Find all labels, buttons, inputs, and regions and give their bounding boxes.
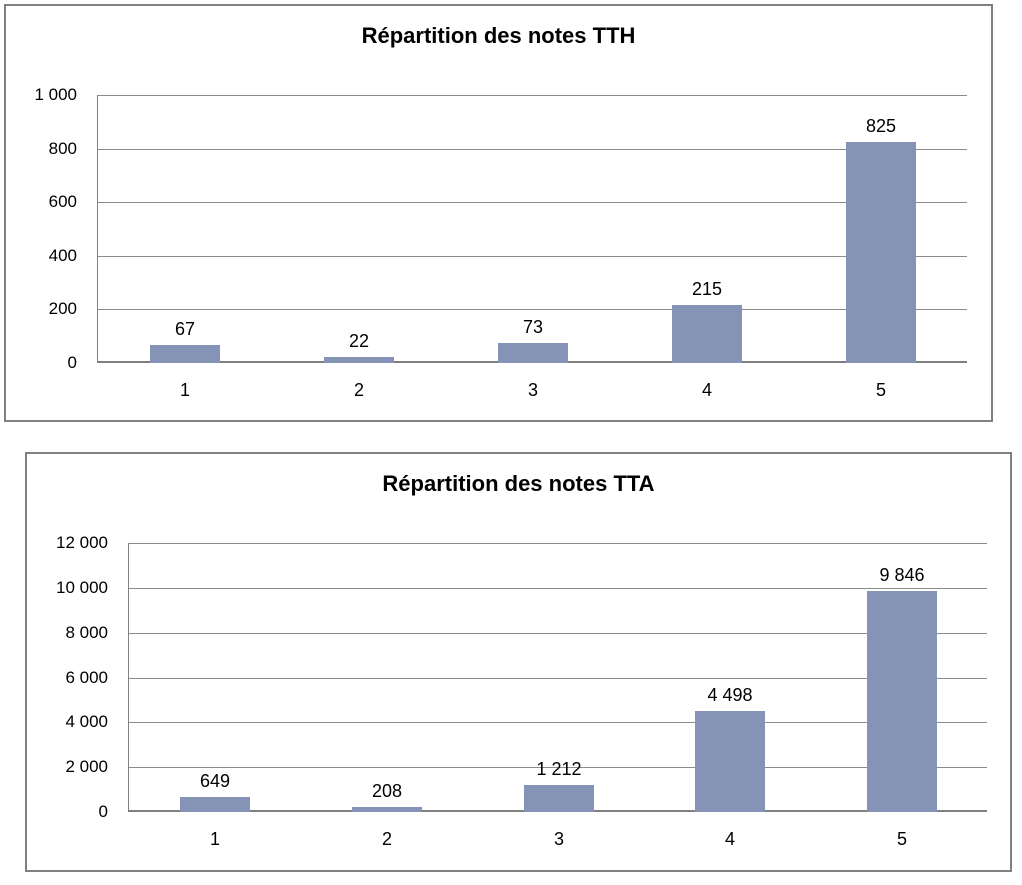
- x-axis-tick: 3: [527, 380, 538, 400]
- x-axis-tick: 4: [701, 380, 712, 400]
- bar: [352, 807, 422, 812]
- y-axis-tick: 4 000: [65, 712, 108, 731]
- x-axis-tick: 1: [209, 829, 220, 849]
- gridline: [98, 149, 967, 150]
- chart-tta: Répartition des notes TTA 12 000 10 000 8 …: [25, 452, 1012, 872]
- y-axis-tick: 1 000: [34, 85, 77, 104]
- value-label: 4 498: [707, 685, 753, 705]
- value-label: 215: [691, 279, 723, 299]
- bar: [867, 591, 937, 812]
- bar: [695, 711, 765, 812]
- chart-tth: Répartition des notes TTH 1 000 800 600 400…: [4, 4, 993, 422]
- x-axis-tick: 1: [179, 380, 190, 400]
- y-axis-tick: 600: [48, 192, 77, 211]
- gridline: [98, 202, 967, 203]
- gridline: [129, 767, 987, 768]
- chart-title: Répartition des notes TTA: [382, 471, 655, 496]
- value-label: 649: [199, 771, 231, 791]
- bar: [180, 797, 250, 812]
- value-label: 9 846: [879, 565, 925, 585]
- y-axis-tick: 12 000: [56, 533, 108, 552]
- bar: [498, 343, 568, 363]
- gridline: [129, 633, 987, 634]
- gridline: [129, 543, 987, 544]
- y-axis-tick: 200: [48, 299, 77, 318]
- gridline: [98, 309, 967, 310]
- y-axis-tick: 6 000: [65, 668, 108, 687]
- x-axis-tick: 2: [381, 829, 392, 849]
- value-label: 208: [371, 781, 403, 801]
- bar: [524, 785, 594, 812]
- bar: [672, 305, 742, 363]
- gridline: [129, 722, 987, 723]
- x-axis-tick: 5: [896, 829, 907, 849]
- x-axis-tick: 5: [875, 380, 886, 400]
- y-axis-tick: 800: [48, 139, 77, 158]
- chart-title: Répartition des notes TTH: [361, 23, 636, 48]
- gridline: [98, 256, 967, 257]
- x-axis-tick: 2: [353, 380, 364, 400]
- plot-area: 1 000 800 600 400 200 0 67 1 22 2 73 3 215 4 825 5: [34, 85, 967, 400]
- gridline: [98, 95, 967, 96]
- bar: [150, 345, 220, 363]
- bar: [846, 142, 916, 363]
- value-label: 1 212: [536, 759, 582, 779]
- value-label: 825: [865, 116, 897, 136]
- y-axis-tick: 0: [67, 353, 77, 372]
- value-label: 67: [174, 319, 196, 339]
- value-label: 73: [522, 317, 544, 337]
- gridline: [129, 588, 987, 589]
- x-axis-tick: 3: [553, 829, 564, 849]
- y-axis-tick: 400: [48, 246, 77, 265]
- gridline: [129, 678, 987, 679]
- y-axis-tick: 2 000: [65, 757, 108, 776]
- y-axis-tick: 10 000: [56, 578, 108, 597]
- y-axis-tick: 8 000: [65, 623, 108, 642]
- plot-area: 12 000 10 000 8 000 6 000 4 000 2 000 0 649 1 208…: [56, 533, 987, 849]
- x-axis-tick: 4: [724, 829, 735, 849]
- value-label: 22: [348, 331, 370, 351]
- bar: [324, 357, 394, 363]
- y-axis-tick: 0: [98, 802, 108, 821]
